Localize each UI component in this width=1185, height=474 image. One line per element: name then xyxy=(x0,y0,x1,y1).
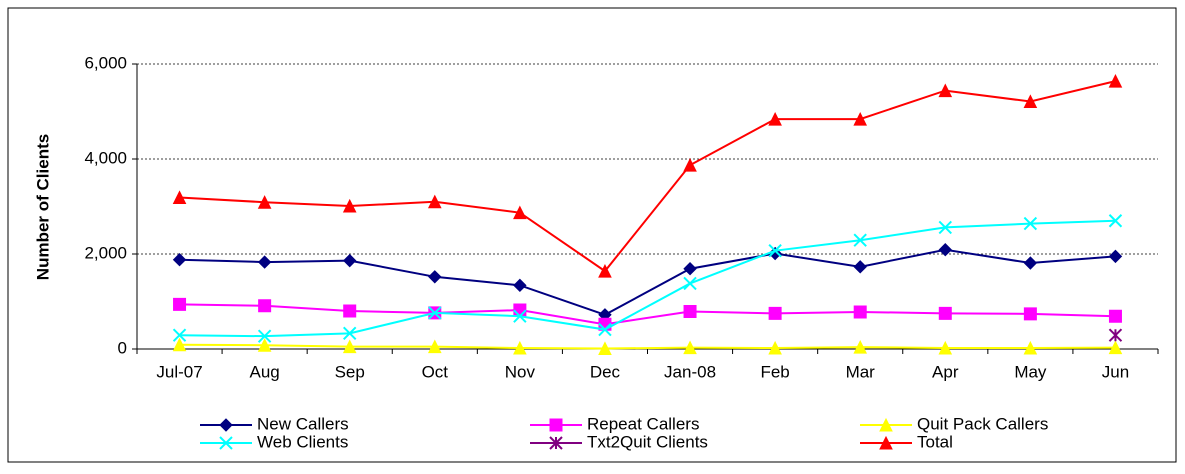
x-tick-label: Jun xyxy=(1102,362,1129,381)
x-tick-label: Feb xyxy=(760,362,789,381)
legend-label: Web Clients xyxy=(257,432,348,451)
x-tick-label: Dec xyxy=(590,362,621,381)
marker xyxy=(427,339,442,354)
marker xyxy=(513,340,527,355)
marker xyxy=(428,306,442,320)
marker xyxy=(257,255,272,269)
x-tick-label: Jul-07 xyxy=(156,362,202,381)
marker xyxy=(768,340,782,355)
series-line xyxy=(179,303,1116,326)
marker xyxy=(428,270,442,284)
x-tick-label: Mar xyxy=(846,362,876,381)
marker xyxy=(683,158,697,172)
marker xyxy=(938,340,953,355)
marker xyxy=(513,303,527,317)
marker xyxy=(768,306,782,320)
marker xyxy=(938,83,953,98)
y-tick-label: 2,000 xyxy=(84,243,127,262)
marker xyxy=(172,190,187,204)
marker xyxy=(1023,256,1038,270)
x-tick-label: Apr xyxy=(932,362,959,381)
chart-frame xyxy=(7,7,1177,463)
marker xyxy=(172,252,187,267)
marker xyxy=(853,260,867,274)
legend-marker xyxy=(549,436,563,450)
series-line xyxy=(179,248,1116,316)
marker xyxy=(1108,309,1122,323)
y-tick-label: 4,000 xyxy=(84,148,127,167)
series-line xyxy=(179,80,1116,273)
marker xyxy=(683,262,697,276)
x-tick-label: Nov xyxy=(505,362,536,381)
legend-marker xyxy=(219,418,233,432)
marker xyxy=(257,329,272,343)
marker xyxy=(853,339,868,354)
marker xyxy=(1108,328,1123,342)
marker xyxy=(427,194,442,209)
marker xyxy=(513,309,527,323)
marker xyxy=(1023,340,1038,355)
marker xyxy=(257,338,272,352)
marker xyxy=(173,297,187,311)
marker xyxy=(853,233,867,247)
legend-marker xyxy=(219,436,233,450)
y-tick-label: 0 xyxy=(118,338,127,357)
x-tick-label: Jan-08 xyxy=(664,362,716,381)
series-line xyxy=(179,343,1116,350)
legend-label: Repeat Callers xyxy=(587,414,699,433)
marker xyxy=(768,111,782,126)
marker xyxy=(343,304,357,318)
marker xyxy=(598,322,612,337)
legend-label: New Callers xyxy=(257,414,349,433)
marker xyxy=(343,253,357,268)
marker xyxy=(768,243,782,258)
marker xyxy=(853,111,868,126)
marker xyxy=(342,339,357,354)
marker xyxy=(343,326,357,341)
marker xyxy=(1108,249,1123,264)
x-tick-label: May xyxy=(1014,362,1047,381)
marker xyxy=(1023,307,1037,321)
y-axis-label: Number of Clients xyxy=(33,134,52,280)
marker xyxy=(513,278,527,293)
marker xyxy=(1023,216,1038,231)
marker xyxy=(683,276,697,291)
marker xyxy=(1023,94,1038,109)
marker xyxy=(1108,340,1123,355)
x-tick-label: Oct xyxy=(422,362,449,381)
legend-label: Total xyxy=(917,432,953,451)
marker xyxy=(598,263,612,278)
marker xyxy=(598,341,612,356)
legend-marker xyxy=(879,435,893,450)
legend-label: Quit Pack Callers xyxy=(917,414,1048,433)
y-tick-label: 6,000 xyxy=(84,53,127,72)
marker xyxy=(853,305,867,319)
series-line xyxy=(179,219,1116,338)
marker xyxy=(513,205,527,220)
x-tick-label: Aug xyxy=(250,362,280,381)
marker xyxy=(1108,214,1123,228)
marker xyxy=(938,306,952,320)
legend-marker xyxy=(879,417,893,432)
marker xyxy=(258,299,272,313)
marker xyxy=(683,304,697,318)
marker xyxy=(342,198,357,213)
marker xyxy=(938,243,952,257)
marker xyxy=(938,220,952,235)
legend-marker xyxy=(549,418,563,432)
x-tick-label: Sep xyxy=(335,362,365,381)
legend-label: Txt2Quit Clients xyxy=(587,432,708,451)
marker xyxy=(257,195,272,209)
marker xyxy=(172,328,187,342)
marker xyxy=(172,337,187,352)
marker xyxy=(1108,73,1123,88)
marker xyxy=(683,340,697,355)
